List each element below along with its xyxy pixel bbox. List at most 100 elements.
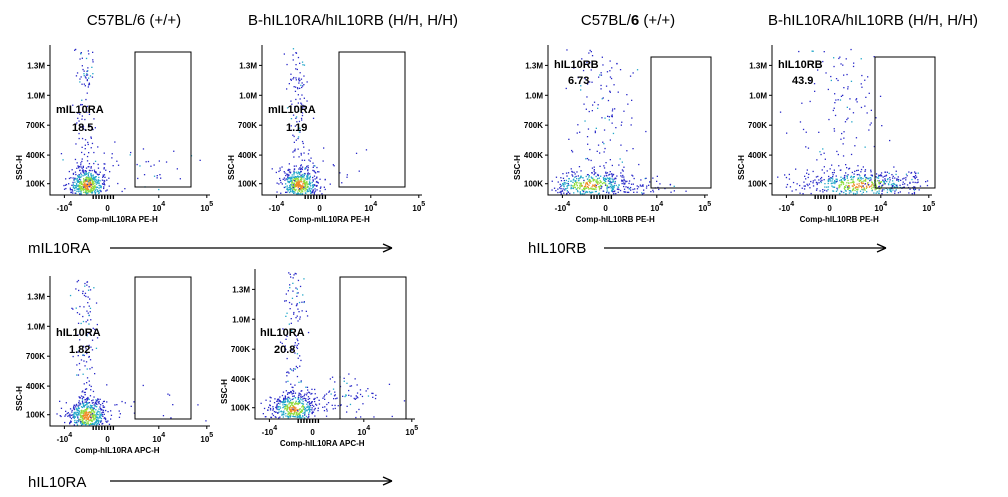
event-point — [560, 190, 562, 193]
event-point — [603, 179, 606, 182]
event-point — [913, 193, 916, 195]
event-point — [297, 176, 299, 178]
event-point — [93, 412, 95, 414]
event-point — [98, 182, 100, 184]
event-point — [853, 181, 855, 183]
event-point — [298, 413, 300, 415]
event-point — [85, 401, 88, 403]
event-point — [292, 179, 294, 181]
event-point — [104, 184, 106, 186]
event-point — [589, 178, 591, 181]
event-point — [95, 401, 97, 403]
event-point — [821, 169, 823, 171]
event-point — [78, 396, 80, 398]
header-wildtype-right-b: 6 — [631, 12, 639, 29]
y-tick-label: 1.3M — [525, 61, 543, 70]
y-tick-label: 700K — [26, 121, 45, 130]
event-point — [365, 149, 368, 151]
event-point — [311, 411, 313, 414]
event-point — [90, 423, 93, 426]
header-wildtype-right-c: (+/+) — [639, 12, 675, 29]
event-point — [289, 412, 291, 414]
event-point — [271, 168, 273, 170]
event-point — [623, 176, 625, 178]
event-point — [851, 189, 854, 192]
event-point — [852, 183, 855, 185]
event-point — [286, 408, 288, 410]
event-point — [302, 407, 305, 409]
event-point — [609, 60, 611, 62]
event-point — [604, 184, 607, 186]
event-point — [601, 183, 604, 185]
event-point — [85, 172, 87, 174]
event-point — [834, 180, 836, 183]
event-point — [870, 122, 872, 124]
event-point — [632, 183, 634, 185]
event-point — [305, 415, 308, 418]
event-point — [849, 190, 852, 192]
event-point — [566, 190, 568, 192]
event-point — [99, 417, 102, 419]
event-point — [578, 182, 580, 184]
event-point — [867, 182, 869, 184]
event-point — [86, 284, 88, 286]
event-point — [297, 396, 300, 398]
event-point — [109, 171, 111, 173]
event-point — [301, 193, 304, 195]
event-point — [865, 176, 867, 179]
event-point — [91, 189, 93, 192]
event-point — [56, 413, 58, 415]
marker-label-mil10ra: mIL10RA — [28, 240, 91, 257]
event-point — [860, 83, 862, 85]
event-point — [294, 185, 296, 187]
event-point — [87, 423, 90, 425]
event-point — [356, 396, 358, 398]
x-tick-label: -104 — [262, 425, 278, 437]
event-point — [308, 189, 311, 191]
event-point — [297, 279, 300, 282]
event-point — [79, 182, 81, 184]
event-point — [858, 173, 860, 176]
event-point — [302, 85, 304, 87]
event-point — [91, 405, 93, 407]
event-point — [891, 185, 894, 188]
event-point — [162, 415, 165, 417]
event-point — [89, 169, 91, 172]
event-point — [861, 74, 863, 77]
event-point — [595, 172, 597, 174]
event-point — [85, 191, 87, 193]
plot-axes — [49, 45, 210, 196]
event-point — [272, 414, 275, 417]
event-point — [919, 185, 922, 187]
event-point — [96, 186, 99, 188]
event-point — [86, 111, 88, 113]
event-point — [877, 180, 879, 182]
event-point — [836, 178, 838, 180]
event-point — [856, 189, 859, 191]
x-axis-label: Comp-hIL10RA APC-H — [280, 439, 365, 448]
event-point — [94, 176, 97, 178]
event-point — [269, 404, 271, 407]
event-point — [74, 49, 76, 51]
event-point — [282, 178, 284, 180]
event-point — [839, 99, 842, 101]
event-point — [277, 406, 279, 409]
event-point — [87, 189, 89, 192]
event-point — [72, 177, 74, 179]
event-point — [80, 411, 82, 413]
x-tick-exponent: 4 — [373, 201, 377, 208]
event-point — [69, 415, 71, 417]
event-point — [917, 181, 919, 183]
event-point — [624, 183, 626, 185]
x-tick-label: -104 — [57, 432, 73, 444]
event-point — [345, 394, 347, 396]
event-point — [584, 78, 586, 80]
event-point — [561, 190, 564, 192]
x-tick-exponent: 4 — [161, 432, 165, 439]
event-point — [573, 171, 575, 173]
event-point — [76, 178, 78, 180]
event-point — [566, 193, 568, 195]
event-point — [611, 190, 613, 192]
event-point — [284, 408, 287, 410]
event-point — [82, 171, 84, 173]
